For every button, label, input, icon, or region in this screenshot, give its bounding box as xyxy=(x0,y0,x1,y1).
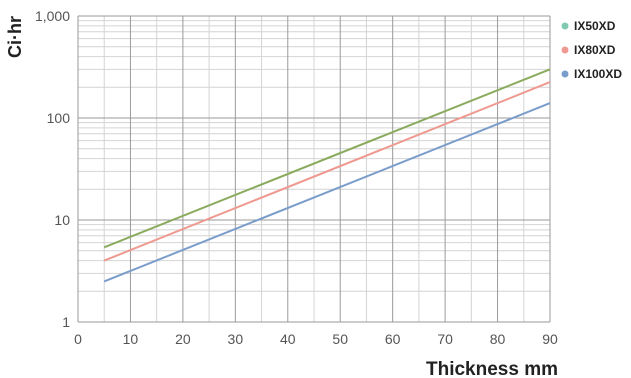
legend-marker xyxy=(561,70,569,78)
x-tick-label: 30 xyxy=(228,331,244,347)
x-tick-label: 10 xyxy=(123,331,139,347)
x-tick-label: 20 xyxy=(175,331,191,347)
y-tick-label: 1 xyxy=(62,314,70,330)
x-tick-label: 0 xyxy=(74,331,82,347)
x-tick-label: 50 xyxy=(332,331,348,347)
legend-marker xyxy=(561,22,569,30)
legend-marker xyxy=(561,46,569,54)
x-tick-label: 60 xyxy=(385,331,401,347)
y-tick-labels: 1 10 100 1,000 xyxy=(35,8,70,330)
x-axis-title: Thickness mm xyxy=(426,359,558,378)
x-tick-label: 70 xyxy=(437,331,453,347)
y-tick-label: 1,000 xyxy=(35,8,70,24)
x-tick-label: 90 xyxy=(542,331,558,347)
series-line-ix50xd xyxy=(103,68,551,249)
series-lines xyxy=(103,68,551,283)
series-line-ix80xd xyxy=(103,81,551,262)
legend: IX50XD IX80XD IX100XD xyxy=(561,19,622,81)
legend-label: IX100XD xyxy=(574,67,622,81)
y-tick-label: 100 xyxy=(47,110,71,126)
y-tick-label: 10 xyxy=(54,212,70,228)
x-tick-label: 40 xyxy=(280,331,296,347)
x-tick-labels: 0 10 20 30 40 50 60 70 80 90 xyxy=(74,331,558,347)
y-axis-title: Ci·hr xyxy=(5,16,25,58)
legend-label: IX50XD xyxy=(574,19,616,33)
series-line-ix100xd xyxy=(103,102,551,283)
legend-label: IX80XD xyxy=(574,43,616,57)
x-tick-label: 80 xyxy=(490,331,506,347)
